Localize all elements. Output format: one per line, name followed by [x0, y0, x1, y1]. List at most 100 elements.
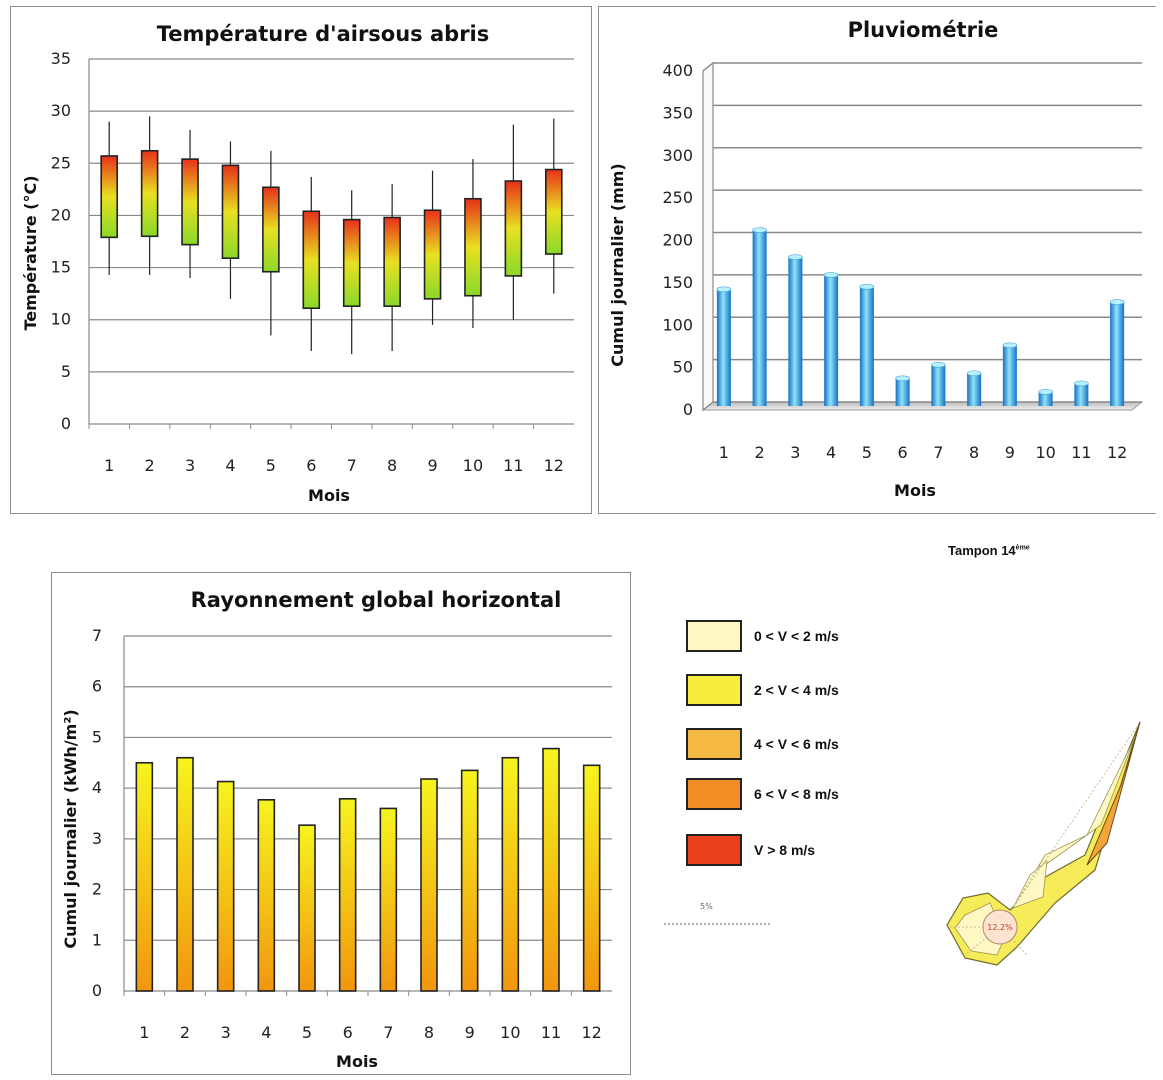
- rainfall-x-tick-label: 9: [1005, 443, 1015, 462]
- rainfall-x-tick-label: 5: [862, 443, 872, 462]
- temperature-chart-title: Température d'airsous abris: [157, 22, 490, 46]
- rainfall-y-tick-label: 250: [662, 188, 693, 207]
- radiation-bar: [257, 799, 276, 992]
- radiation-bar: [135, 761, 154, 992]
- temperature-x-tick-label: 8: [387, 456, 397, 475]
- temperature-y-tick-label: 20: [51, 205, 71, 224]
- rainfall-x-tick-label: 8: [969, 443, 979, 462]
- rainfall-bar: [859, 286, 874, 406]
- radiation-y-tick-label: 2: [92, 880, 102, 899]
- radiation-x-tick-label: 9: [465, 1023, 475, 1042]
- temperature-y-axis-label: Température (°C): [21, 175, 40, 330]
- radiation-x-tick-label: 12: [581, 1023, 601, 1042]
- radiation-y-tick-label: 1: [92, 930, 102, 949]
- legend-swatch: [686, 778, 742, 810]
- windrose-station-label: Tampon 14ème: [948, 543, 1030, 558]
- radiation-bar: [298, 824, 316, 992]
- temperature-box: [342, 218, 361, 307]
- rainfall-y-tick-label: 150: [662, 273, 693, 292]
- rainfall-bar-cap: [716, 286, 732, 293]
- radiation-bar: [582, 764, 601, 992]
- rainfall-gridline: [702, 316, 1142, 326]
- rainfall-bar-cap: [895, 375, 910, 382]
- temperature-x-tick-label: 5: [266, 456, 276, 475]
- radiation-y-tick-label: 0: [92, 981, 102, 1000]
- rainfall-y-tick-label: 50: [673, 358, 693, 377]
- radiation-bar: [420, 778, 438, 992]
- radiation-x-tick-label: 4: [261, 1023, 271, 1042]
- rainfall-x-tick-label: 4: [826, 443, 836, 462]
- radiation-x-tick-label: 2: [180, 1023, 190, 1042]
- rainfall-bar-cap: [859, 284, 875, 290]
- radiation-x-tick-label: 6: [343, 1023, 353, 1042]
- rainfall-bar-cap: [752, 227, 767, 233]
- legend-swatch: [686, 728, 742, 760]
- radiation-y-axis-label: Cumul journalier (kWh/m²): [61, 709, 80, 948]
- rainfall-y-tick-label: 200: [662, 231, 693, 250]
- temperature-box: [504, 180, 523, 277]
- rainfall-x-tick-label: 10: [1035, 443, 1055, 462]
- rainfall-bar: [788, 257, 803, 406]
- temperature-x-axis-label: Mois: [308, 486, 350, 505]
- temperature-box: [302, 210, 321, 310]
- temperature-x-tick-label: 2: [145, 456, 155, 475]
- legend-swatch: [686, 674, 742, 706]
- rainfall-gridline: [702, 358, 1142, 369]
- windrose-diagram: 12.2%: [946, 721, 1141, 966]
- rainfall-bar: [1074, 383, 1089, 406]
- radiation-bar: [460, 769, 479, 992]
- temperature-x-tick-label: 4: [225, 456, 235, 475]
- temperature-x-tick-label: 7: [347, 456, 357, 475]
- rainfall-bar: [824, 274, 839, 406]
- rainfall-bar: [967, 373, 982, 406]
- radiation-x-tick-label: 1: [139, 1023, 149, 1042]
- temperature-y-tick-label: 30: [51, 101, 71, 120]
- legend-label: V > 8 m/s: [754, 842, 816, 858]
- radiation-y-tick-label: 4: [92, 778, 102, 797]
- rainfall-side-wall: [702, 61, 714, 412]
- temperature-y-tick-label: 15: [51, 258, 71, 277]
- windrose-petal-orange: [1086, 721, 1141, 866]
- temperature-box: [383, 216, 401, 307]
- rainfall-bar-cap: [788, 254, 803, 260]
- rainfall-x-tick-label: 1: [719, 443, 729, 462]
- rainfall-x-tick-label: 2: [755, 443, 765, 462]
- radiation-bar: [501, 756, 520, 992]
- temperature-x-tick-label: 9: [427, 456, 437, 475]
- rainfall-bar: [895, 378, 910, 406]
- legend-swatch: [686, 620, 742, 652]
- radiation-x-tick-label: 5: [302, 1023, 312, 1042]
- rainfall-bar: [1038, 391, 1053, 406]
- rainfall-gridline: [702, 62, 1142, 72]
- radiation-bar: [338, 797, 357, 992]
- rainfall-y-tick-label: 400: [662, 61, 693, 80]
- temperature-box: [423, 209, 442, 300]
- radiation-bar: [176, 756, 194, 992]
- temperature-y-tick-label: 35: [51, 49, 71, 68]
- rainfall-bar-cap: [966, 370, 982, 377]
- temperature-box: [100, 155, 119, 239]
- rainfall-bar: [752, 230, 767, 406]
- temperature-x-tick-label: 10: [463, 456, 483, 475]
- temperature-box: [262, 186, 280, 273]
- rainfall-x-tick-label: 3: [790, 443, 800, 462]
- rainfall-x-tick-label: 7: [933, 443, 943, 462]
- rainfall-y-tick-label: 300: [662, 146, 693, 165]
- windrose-scale-label: 5%: [700, 902, 713, 911]
- rainfall-bar: [716, 289, 731, 406]
- rainfall-bar-cap: [823, 272, 839, 278]
- legend-item-speed-2-4: 2 < V < 4 m/s: [686, 674, 886, 708]
- windrose-calm-label: 12.2%: [987, 923, 1013, 932]
- radiation-y-tick-label: 6: [92, 677, 102, 696]
- rainfall-y-tick-label: 100: [662, 315, 693, 334]
- radiation-x-tick-label: 3: [221, 1023, 231, 1042]
- temperature-box: [464, 197, 482, 297]
- rainfall-x-tick-label: 12: [1107, 443, 1127, 462]
- temperature-x-tick-label: 3: [185, 456, 195, 475]
- rainfall-bar-cap: [1038, 389, 1053, 395]
- temperature-box: [221, 164, 240, 259]
- rainfall-bar-cap: [1074, 380, 1089, 387]
- legend-label: 6 < V < 8 m/s: [754, 786, 839, 802]
- rainfall-bar-cap: [1109, 299, 1125, 305]
